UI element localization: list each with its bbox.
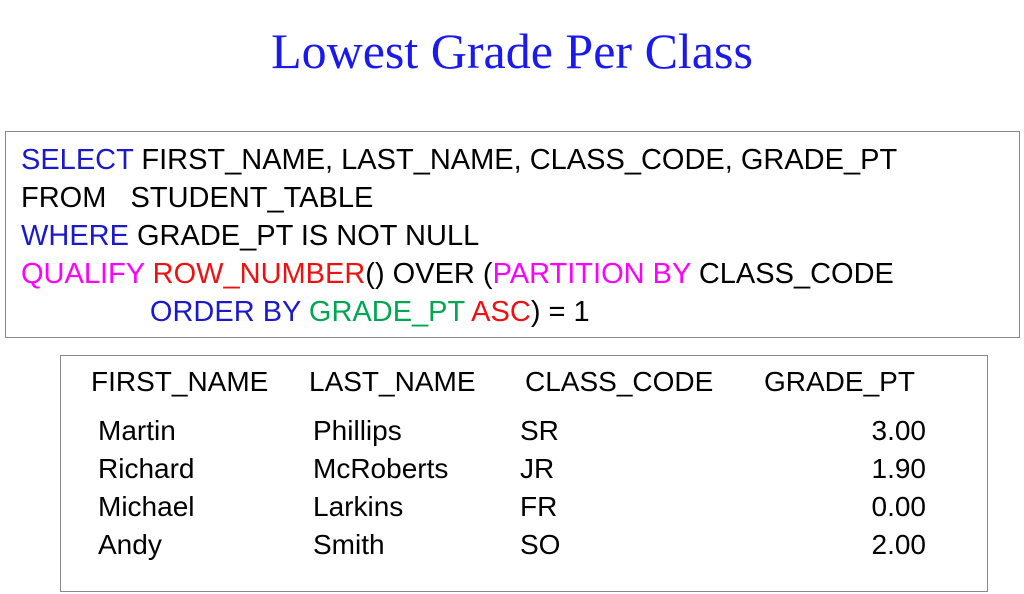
table-cell: Martin <box>98 415 176 446</box>
column-header: LAST_NAME <box>309 366 476 397</box>
sql-token: QUALIFY <box>21 258 153 290</box>
column-header: GRADE_PT <box>764 366 915 397</box>
sql-token: ASC <box>471 296 531 328</box>
column-header: FIRST_NAME <box>91 366 269 397</box>
table-cell: SO <box>520 529 561 560</box>
table-cell: Phillips <box>313 415 402 446</box>
table-cell: Michael <box>98 491 195 522</box>
table-cell: SR <box>520 415 559 446</box>
table-cell: FR <box>520 491 558 522</box>
table-cell: Larkins <box>313 491 404 522</box>
table-cell: 3.00 <box>871 415 927 446</box>
sql-line: SELECT FIRST_NAME, LAST_NAME, CLASS_CODE… <box>21 144 897 176</box>
table-cell: 0.00 <box>871 491 927 522</box>
sql-token: WHERE <box>21 220 137 252</box>
column-header: CLASS_CODE <box>525 366 714 397</box>
table-cell: Smith <box>313 529 385 560</box>
sql-token: CLASS_CODE <box>698 258 894 290</box>
sql-token: GRADE_PT IS NOT NULL <box>137 220 480 252</box>
sql-token: SELECT <box>21 144 142 176</box>
sql-token: ORDER BY <box>21 296 309 328</box>
sql-line: FROM STUDENT_TABLE <box>21 182 373 214</box>
sql-token: FIRST_NAME, LAST_NAME, CLASS_CODE, GRADE… <box>141 144 898 176</box>
sql-token: ROW_NUMBER <box>152 258 366 290</box>
sql-token: PARTITION BY <box>492 258 699 290</box>
table-cell: Richard <box>98 453 195 484</box>
sql-token: FROM STUDENT_TABLE <box>21 182 374 214</box>
table-cell: 1.90 <box>871 453 927 484</box>
table-cell: Andy <box>98 529 162 560</box>
table-cell: McRoberts <box>313 453 449 484</box>
sql-line: WHERE GRADE_PT IS NOT NULL <box>21 220 479 252</box>
table-cell: JR <box>520 453 555 484</box>
sql-line: QUALIFY ROW_NUMBER() OVER (PARTITION BY … <box>21 258 894 290</box>
sql-token: ) = 1 <box>530 296 590 328</box>
result-table: FIRST_NAME LAST_NAME CLASS_CODE GRADE_PT Mar… <box>60 355 988 592</box>
sql-token: () OVER ( <box>365 258 493 290</box>
sql-line: ORDER BY GRADE_PT ASC) = 1 <box>21 296 590 328</box>
sql-token: GRADE_PT <box>308 296 472 328</box>
table-cell: 2.00 <box>871 529 927 560</box>
page-title: Lowest Grade Per Class <box>271 23 753 79</box>
sql-query-box: SELECT FIRST_NAME, LAST_NAME, CLASS_CODE… <box>5 131 1020 338</box>
